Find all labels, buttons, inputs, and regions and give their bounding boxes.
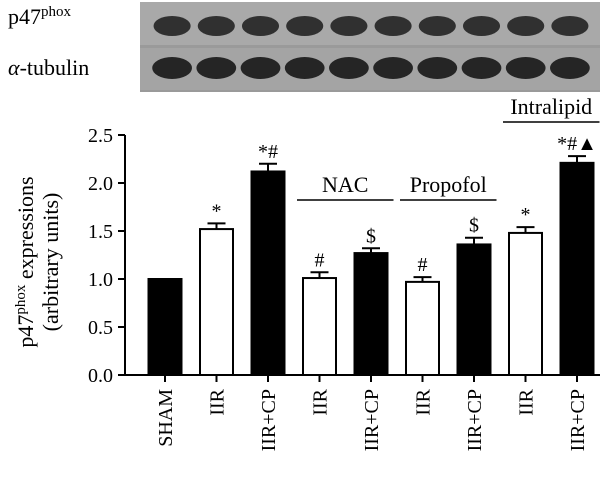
bar bbox=[199, 228, 234, 376]
p47phox-band bbox=[418, 16, 456, 36]
alpha-tubulin-band bbox=[240, 57, 281, 79]
bar bbox=[147, 278, 183, 376]
bar bbox=[456, 243, 492, 376]
category-label: IIR+CP bbox=[464, 389, 486, 451]
error-bars bbox=[207, 155, 586, 282]
p47phox-band bbox=[374, 16, 412, 36]
group-label: Intralipid bbox=[510, 94, 592, 119]
category-label: SHAM bbox=[155, 389, 177, 447]
significance-marker: *#▲ bbox=[557, 133, 597, 155]
p47phox-band bbox=[462, 16, 501, 36]
alpha-tubulin-bands bbox=[152, 57, 590, 79]
significance-marker: $ bbox=[366, 225, 376, 247]
y-tick-label: 2.0 bbox=[88, 173, 113, 195]
alpha-tubulin-band bbox=[284, 57, 325, 79]
group-brackets: NAC Propofol Intralipid bbox=[297, 94, 600, 201]
category-label: IIR bbox=[310, 388, 332, 415]
y-tick-label: 2.5 bbox=[88, 125, 113, 147]
alpha-tubulin-band bbox=[505, 57, 546, 79]
significance-marker: # bbox=[315, 249, 325, 271]
bar bbox=[405, 280, 440, 377]
bar bbox=[302, 277, 337, 377]
alpha-tubulin-band bbox=[373, 57, 413, 79]
y-tick-label: 1.0 bbox=[88, 269, 113, 291]
alpha-tubulin-band bbox=[196, 57, 237, 79]
significance-marker: * bbox=[521, 204, 531, 226]
significance-marker: * bbox=[212, 200, 222, 222]
significance-marker: *# bbox=[258, 141, 278, 163]
significance-markers: * *# # $ # $ * *#▲ bbox=[212, 133, 597, 276]
p47phox-band bbox=[241, 16, 280, 36]
y-axis-label-line2: (arbitrary units) bbox=[38, 193, 63, 332]
y-tick-label: 0.0 bbox=[88, 365, 113, 387]
alpha-tubulin-band bbox=[329, 57, 369, 79]
bar bbox=[559, 161, 595, 376]
p47phox-bands bbox=[153, 16, 589, 36]
x-axis bbox=[125, 374, 600, 382]
p47phox-band bbox=[286, 16, 324, 36]
category-labels: SHAM IIR IIR+CP IIR IIR+CP IIR IIR+CP IIR IIR+CP bbox=[155, 388, 589, 451]
bars bbox=[147, 161, 595, 377]
y-tick-label: 0.5 bbox=[88, 317, 113, 339]
y-axis: 0.0 0.5 1.0 1.5 2.0 2.5 bbox=[88, 125, 126, 387]
p47phox-row-label: p47phox bbox=[8, 4, 72, 29]
alpha-tubulin-band bbox=[550, 57, 590, 79]
group-label: NAC bbox=[322, 172, 368, 197]
category-label: IIR bbox=[413, 388, 435, 415]
significance-marker: $ bbox=[469, 215, 479, 237]
category-label: IIR bbox=[207, 388, 229, 415]
p47phox-band bbox=[330, 16, 368, 36]
group-label: Propofol bbox=[410, 172, 487, 197]
bar bbox=[250, 170, 286, 376]
p47phox-band bbox=[197, 16, 235, 36]
p47phox-band bbox=[153, 16, 191, 36]
western-blot-panel: p47phox α-tubulin bbox=[8, 2, 600, 92]
alpha-tubulin-band bbox=[152, 57, 192, 79]
alpha-tubulin-band bbox=[417, 57, 458, 79]
category-label: IIR+CP bbox=[567, 389, 589, 451]
p47phox-band bbox=[551, 16, 589, 36]
alpha-tubulin-band bbox=[461, 57, 502, 79]
category-label: IIR+CP bbox=[258, 389, 280, 451]
y-axis-label-line1: p47phox expressions bbox=[13, 176, 38, 347]
alpha-tubulin-row-label: α-tubulin bbox=[8, 55, 89, 80]
significance-marker: # bbox=[418, 254, 428, 276]
category-label: IIR+CP bbox=[361, 389, 383, 451]
bar-chart: p47phox expressions (arbitrary units) 0.… bbox=[13, 94, 600, 451]
bar bbox=[508, 231, 543, 376]
bar bbox=[353, 252, 389, 376]
p47phox-band bbox=[507, 16, 545, 36]
category-label: IIR bbox=[516, 388, 538, 415]
y-tick-label: 1.5 bbox=[88, 221, 113, 243]
